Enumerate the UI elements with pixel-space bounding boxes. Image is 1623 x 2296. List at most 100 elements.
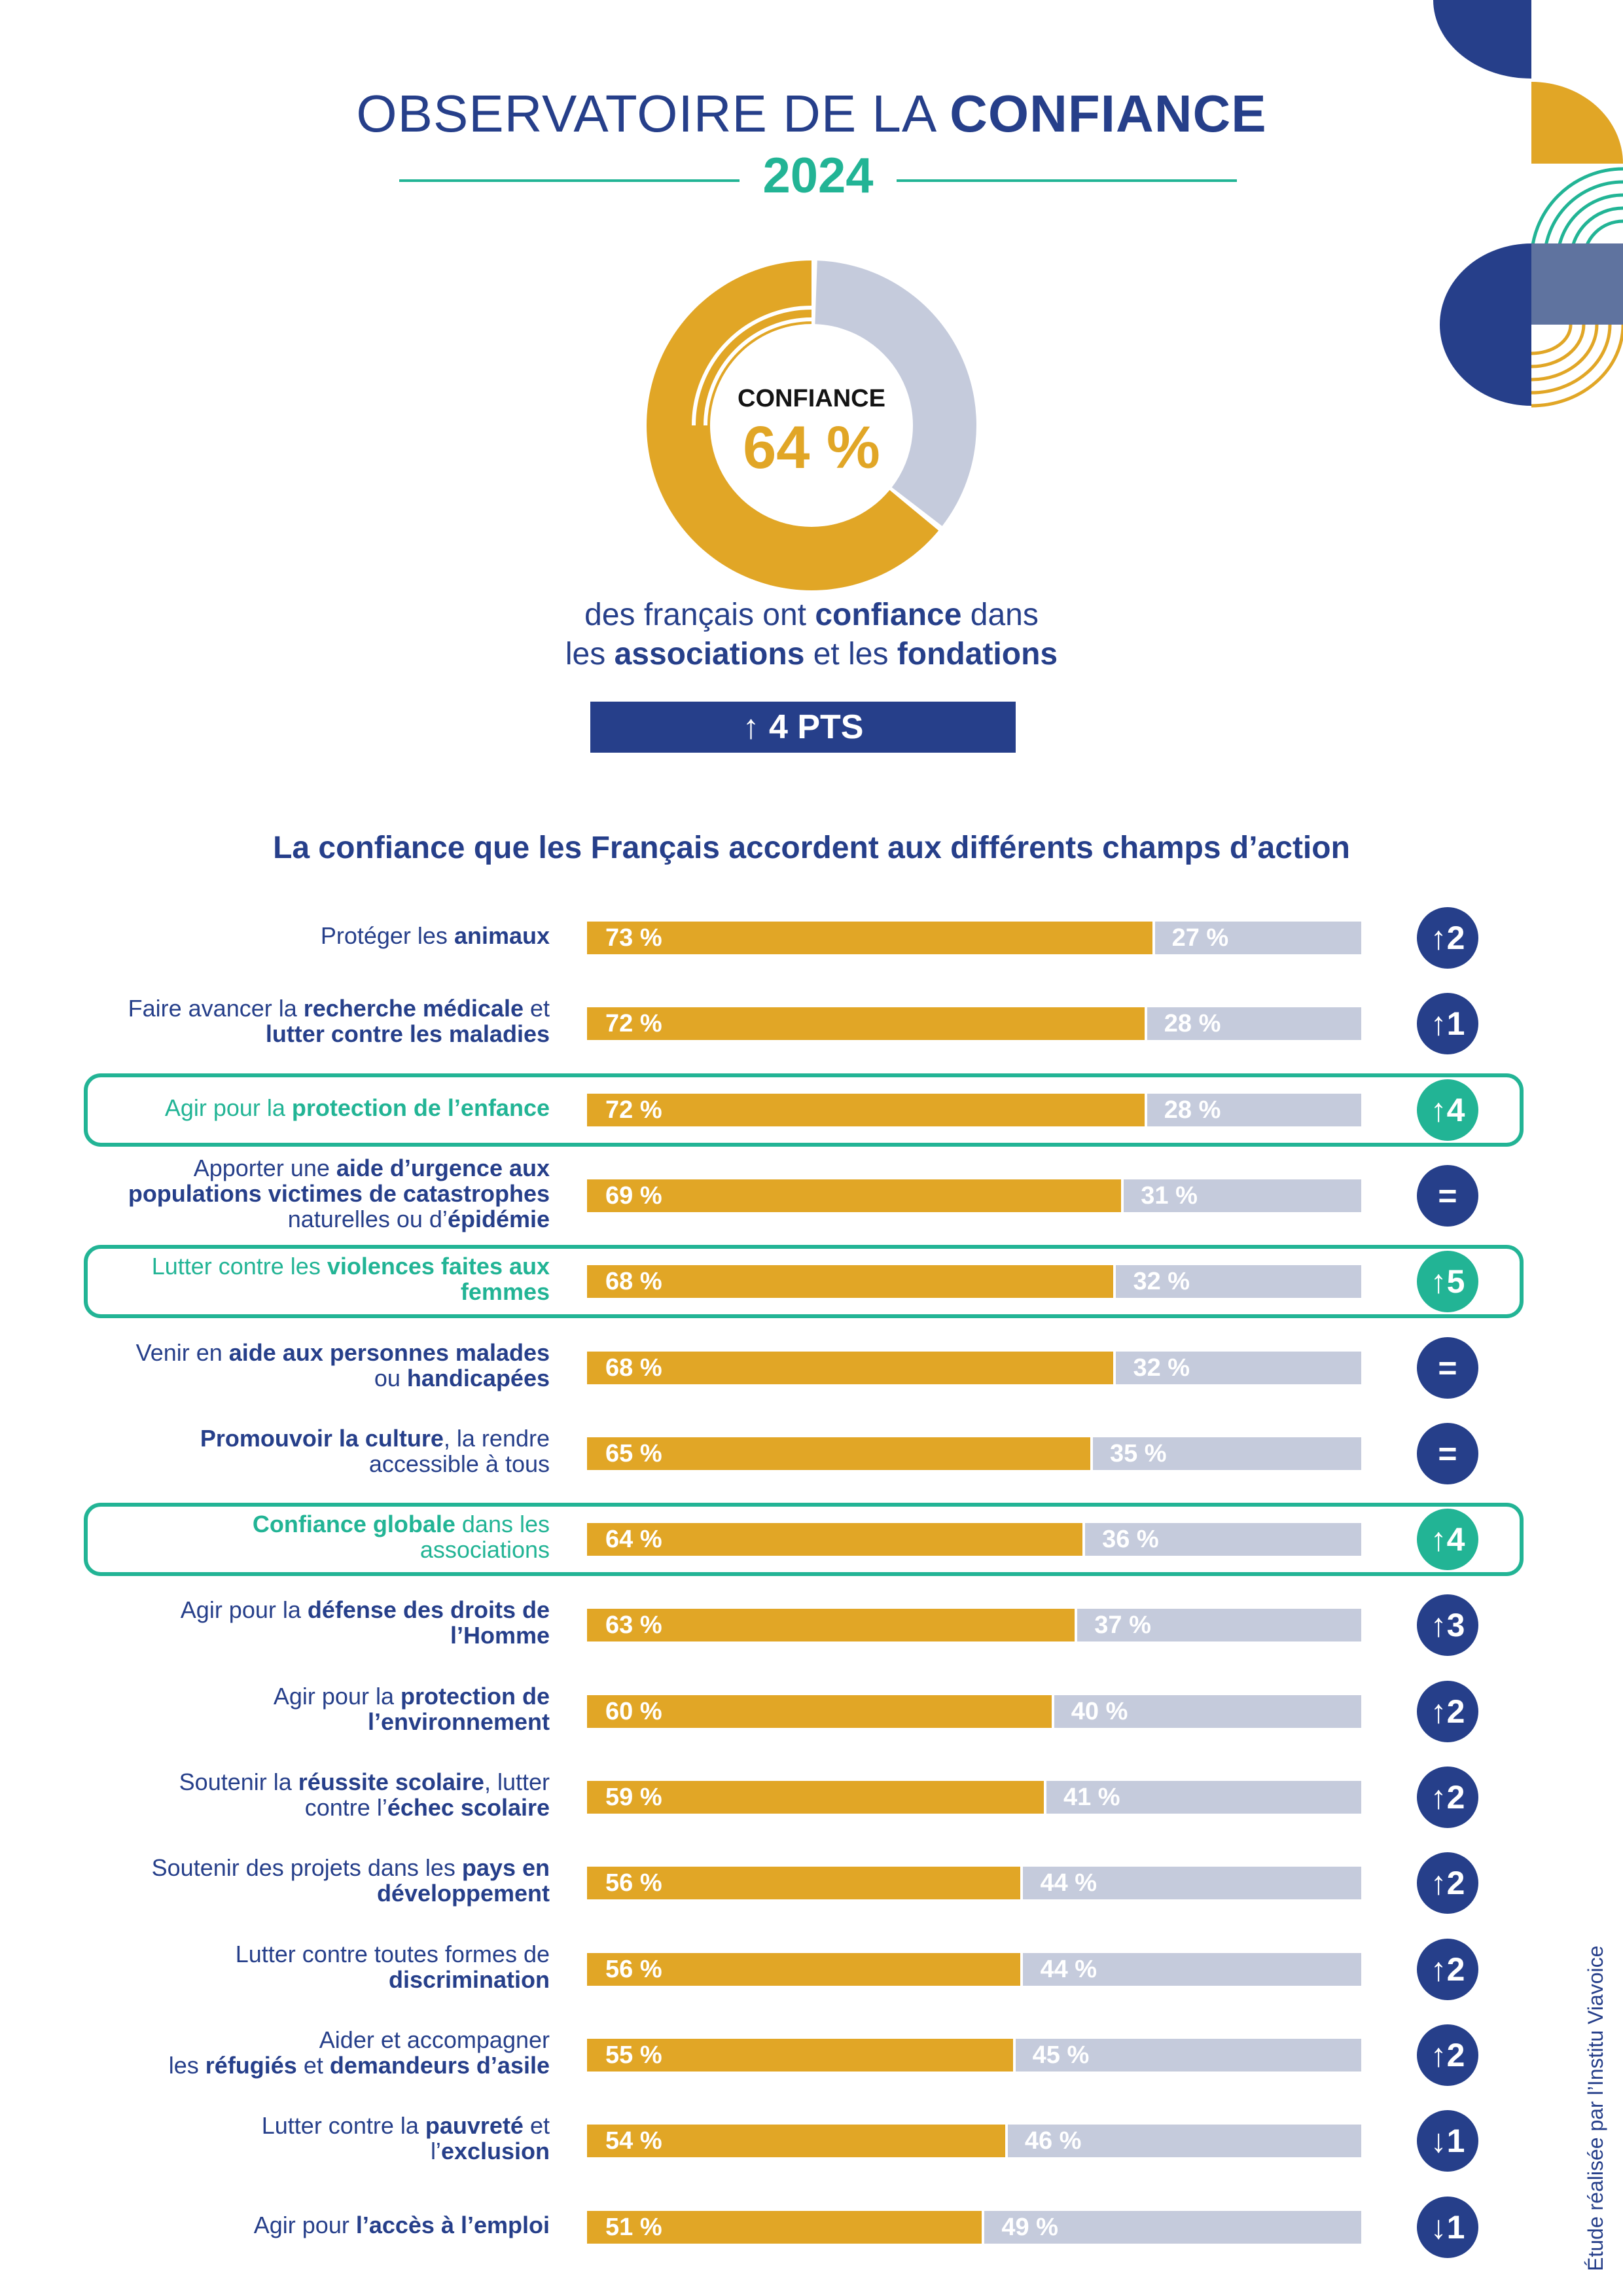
category-label-text: associations (419, 1536, 550, 1563)
bar-confidence (587, 1437, 1090, 1470)
change-indicator: ↑1 (1417, 993, 1478, 1054)
year-rule-left (399, 179, 740, 182)
year-row: 2024 (399, 147, 1237, 206)
category-label-bold: protection de (400, 1683, 550, 1710)
bar-no-confidence: 51 % 49 % (587, 2211, 1361, 2244)
category-label: Venir en aide aux personnes malades ou ha… (79, 1340, 550, 1391)
page-title: OBSERVATOIRE DE LA CONFIANCE (0, 84, 1623, 144)
bar-confidence-label: 73 % (605, 924, 662, 952)
category-label-bold: discrimination (388, 1966, 550, 1993)
category-label-text: les (168, 2052, 205, 2079)
bar-confidence (587, 1352, 1114, 1384)
bar-separator (1152, 922, 1155, 954)
bar-no-confidence: 54 % 46 % (587, 2125, 1361, 2157)
category-label-text: Protéger les (320, 922, 454, 949)
donut-center-label: CONFIANCE (738, 385, 885, 412)
category-label: Lutter contre la pauvreté et l’exclusion (79, 2113, 550, 2164)
change-indicator: ↑2 (1417, 1681, 1478, 1742)
bar-no-confidence-label: 46 % (1024, 2127, 1082, 2155)
category-label-text: et (523, 995, 550, 1022)
chart-heading: La confiance que les Français accordent … (273, 831, 1350, 865)
bar-no-confidence: 69 % 31 % (587, 1179, 1361, 1212)
subtitle-part: dans (961, 598, 1039, 632)
bar-separator (1020, 1953, 1024, 1986)
category-label-bold: aide aux personnes malades (228, 1339, 550, 1366)
category-label: Aider et accompagner les réfugiés et dema… (79, 2027, 550, 2078)
bar-no-confidence-label: 36 % (1102, 1526, 1159, 1553)
bar-confidence-label: 72 % (605, 1096, 662, 1124)
bar-confidence (587, 1953, 1021, 1986)
category-label-bold: violences faites aux (327, 1253, 550, 1280)
row-highlight-frame (84, 1245, 1524, 1318)
change-indicator: ↑4 (1417, 1079, 1478, 1141)
bar-confidence-label: 63 % (605, 1611, 662, 1639)
bar-confidence (587, 1695, 1052, 1728)
corner-decoration (1433, 0, 1623, 408)
category-label-bold: défense des droits de (307, 1596, 550, 1623)
category-label-text: Venir en (135, 1339, 229, 1366)
bar-no-confidence-label: 41 % (1063, 1784, 1120, 1811)
bar-no-confidence: 65 % 35 % (587, 1437, 1361, 1470)
bar-confidence-label: 56 % (605, 1869, 662, 1897)
bar-separator (1020, 1867, 1024, 1899)
category-label: Agir pour la protection de l’enfance (79, 1095, 550, 1121)
year-label: 2024 (762, 148, 874, 204)
bar-no-confidence: 59 % 41 % (587, 1781, 1361, 1814)
bar-no-confidence: 63 % 37 % (587, 1609, 1361, 1641)
bar-no-confidence-label: 49 % (1001, 2214, 1058, 2241)
change-indicator: ↑2 (1417, 907, 1478, 969)
bar-confidence (587, 2211, 982, 2244)
bar-separator (1043, 1781, 1046, 1814)
category-label: Soutenir des projets dans les pays en dév… (79, 1855, 550, 1906)
bar-confidence-label: 51 % (605, 2214, 662, 2241)
bar-confidence-label: 54 % (605, 2127, 662, 2155)
bar-confidence-label: 55 % (605, 2041, 662, 2069)
bar-confidence-label: 72 % (605, 1010, 662, 1037)
bar-confidence (587, 1609, 1075, 1641)
year-rule-right (897, 179, 1237, 182)
row-highlight-frame (84, 1503, 1524, 1576)
change-indicator: = (1417, 1165, 1478, 1227)
category-label-bold: exclusion (440, 2138, 550, 2164)
donut-subtitle: des français ont confiance dans les asso… (419, 596, 1204, 674)
category-label-text: Lutter contre toutes formes de (235, 1941, 550, 1967)
deco-gold-quarter (1531, 82, 1623, 164)
category-label-text: Soutenir des projets dans les (151, 1854, 462, 1881)
category-label-bold: femmes (460, 1278, 550, 1305)
bar-no-confidence-label: 27 % (1171, 924, 1229, 952)
bar-confidence-label: 60 % (605, 1698, 662, 1725)
change-indicator: ↑2 (1417, 1939, 1478, 2000)
bar-no-confidence: 56 % 44 % (587, 1867, 1361, 1899)
category-label-bold: pauvreté (425, 2112, 524, 2139)
category-label: Soutenir la réussite scolaire, lutter con… (79, 1769, 550, 1820)
category-label-text: , lutter (484, 1768, 550, 1795)
title-bold-text: CONFIANCE (950, 84, 1267, 143)
donut-slice-confidence (647, 260, 939, 590)
change-indicator: ↑2 (1417, 1767, 1478, 1828)
category-label-bold: populations victimes de catastrophes (128, 1179, 550, 1207)
bar-confidence (587, 2039, 1013, 2072)
bar-confidence-label: 64 % (605, 1526, 662, 1553)
category-label: Lutter contre les violences faites aux fe… (79, 1253, 550, 1304)
change-badge: ↑ 4 PTS (590, 702, 1016, 753)
bar-no-confidence: 60 % 40 % (587, 1695, 1361, 1728)
bar-confidence-label: 68 % (605, 1268, 662, 1295)
subtitle-part: les (565, 637, 615, 672)
category-label-text: naturelles ou d’ (287, 1205, 448, 1232)
category-label: Agir pour la protection de l’environnemen… (79, 1683, 550, 1734)
category-label-bold: l’environnement (367, 1708, 550, 1735)
subtitle-bold: associations (614, 637, 805, 672)
deco-slate-block (1531, 243, 1623, 325)
category-label-text: Aider et accompagner (319, 2026, 550, 2053)
bar-confidence-label: 56 % (605, 1956, 662, 1983)
category-label-text: et (296, 2052, 330, 2079)
category-label-bold: épidémie (447, 1205, 550, 1232)
change-indicator: ↓1 (1417, 2110, 1478, 2172)
category-label-text: Lutter contre les (151, 1253, 327, 1280)
deco-navy-half-bottom (1440, 243, 1531, 406)
bar-no-confidence-label: 37 % (1094, 1611, 1151, 1639)
category-label: Apporter une aide d’urgence aux populatio… (79, 1155, 550, 1232)
bar-no-confidence: 68 % 32 % (587, 1352, 1361, 1384)
bar-no-confidence: 56 % 44 % (587, 1953, 1361, 1986)
bar-no-confidence: 72 % 28 % (587, 1007, 1361, 1040)
